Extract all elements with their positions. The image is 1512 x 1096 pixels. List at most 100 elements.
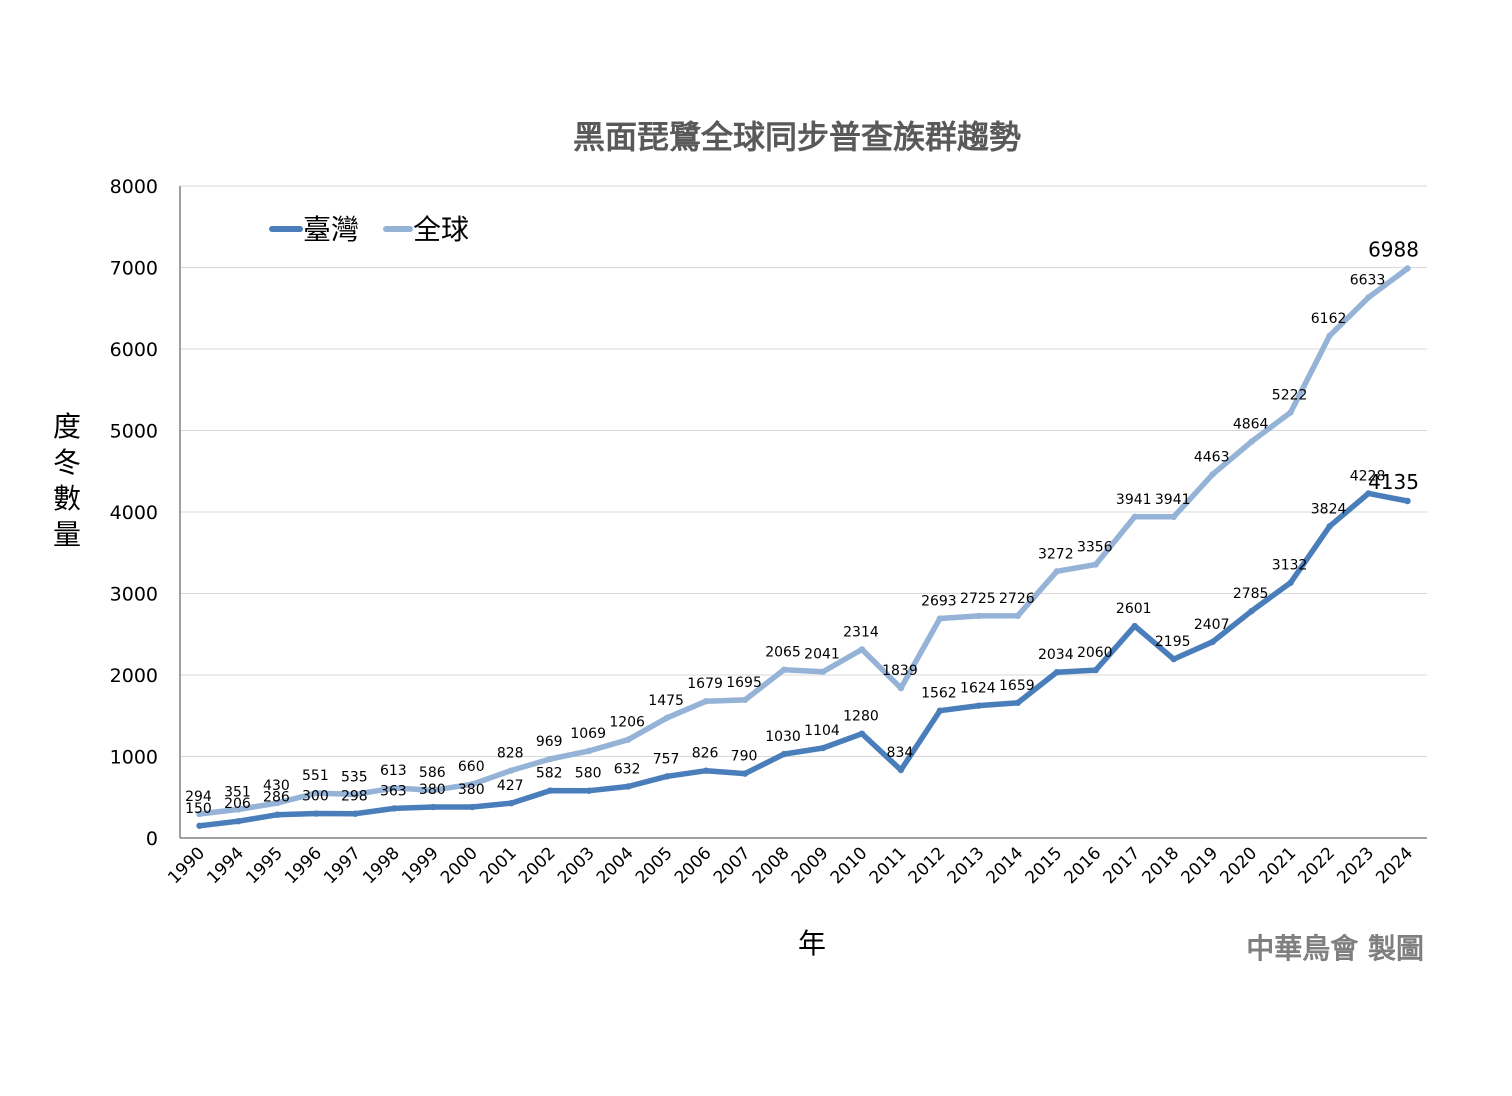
data-label: 4463 [1194, 449, 1230, 465]
x-tick-label: 1994 [203, 843, 248, 888]
data-point [391, 805, 398, 812]
y-tick-label: 0 [146, 828, 158, 850]
x-tick-label: 2001 [476, 843, 521, 888]
data-label: 790 [731, 749, 758, 765]
data-label: 551 [302, 768, 329, 784]
x-tick-label: 2004 [593, 843, 638, 888]
data-point [1365, 490, 1372, 497]
data-point [936, 707, 944, 714]
data-label: 430 [263, 778, 290, 794]
x-tick-label: 2000 [437, 843, 482, 888]
data-point [1404, 265, 1411, 272]
data-label: 1679 [687, 676, 723, 692]
legend-label-global: 全球 [413, 213, 469, 246]
data-point [430, 803, 437, 811]
data-point [1092, 561, 1099, 568]
series-line-taiwan [196, 490, 1411, 829]
legend-label-taiwan: 臺灣 [303, 213, 359, 246]
data-label: 6162 [1311, 311, 1347, 327]
data-label: 2314 [843, 624, 879, 640]
data-label: 1562 [921, 686, 957, 702]
x-tick-label: 1990 [164, 843, 209, 888]
data-label: 1695 [726, 675, 762, 691]
x-tick-label: 2011 [866, 843, 911, 888]
x-tick-label: 2018 [1139, 843, 1184, 888]
data-point [352, 810, 359, 817]
data-label: 2034 [1038, 647, 1074, 663]
data-point [274, 811, 281, 818]
data-point [897, 684, 905, 692]
y-tick-label: 7000 [110, 258, 158, 280]
x-tick-label: 2003 [554, 843, 599, 888]
x-tick-label: 2023 [1333, 843, 1378, 888]
data-point [1092, 666, 1099, 674]
data-point [1014, 699, 1022, 706]
y-tick-label: 3000 [110, 584, 158, 606]
y-tick-label: 8000 [110, 176, 158, 198]
data-point [1287, 409, 1294, 416]
data-label: 1030 [765, 729, 801, 745]
series-line-global [196, 265, 1411, 817]
x-tick-label: 2010 [827, 843, 872, 888]
x-tick-label: 2020 [1216, 843, 1261, 888]
data-label: 3824 [1311, 501, 1347, 517]
x-tick-label: 1997 [320, 843, 365, 888]
data-point [391, 784, 398, 792]
data-label: 380 [458, 782, 485, 798]
data-labels: 150 206 286 300 298 363 380 380 427 582 580 632 757 8… [185, 237, 1419, 816]
data-point [741, 770, 749, 777]
data-label: 2065 [765, 645, 801, 661]
data-point [702, 697, 710, 705]
data-label: 535 [341, 769, 368, 785]
data-label: 828 [497, 746, 524, 762]
data-label: 582 [536, 766, 563, 782]
y-tick-label: 5000 [110, 421, 158, 443]
data-point [975, 612, 983, 620]
data-point [1404, 497, 1411, 505]
data-point [663, 773, 671, 780]
y-axis-label: 度冬數量 [53, 410, 81, 551]
x-axis-label: 年 [798, 927, 826, 960]
x-tick-label: 2012 [905, 843, 950, 888]
data-label: 2785 [1233, 586, 1269, 602]
data-label: 6988 [1368, 237, 1419, 261]
data-point [469, 781, 476, 788]
data-point [469, 803, 476, 811]
data-point [508, 799, 515, 807]
data-point [702, 767, 710, 774]
data-point [858, 730, 866, 737]
data-label: 6633 [1350, 272, 1386, 288]
data-point [508, 767, 515, 774]
y-axis-title: 度冬數量 [53, 410, 81, 551]
data-point [274, 799, 281, 807]
data-point [585, 747, 593, 755]
data-point [196, 810, 203, 818]
x-tick-label: 2021 [1255, 843, 1300, 888]
data-point [196, 822, 203, 829]
data-point [780, 750, 788, 758]
data-label: 580 [575, 766, 602, 782]
data-point [352, 791, 359, 798]
data-point [547, 755, 554, 763]
data-label: 3356 [1077, 539, 1113, 555]
data-point [1287, 579, 1294, 586]
data-point [624, 736, 632, 743]
x-tick-label: 2007 [710, 843, 755, 888]
data-label: 586 [419, 765, 446, 781]
data-label: 1475 [648, 693, 684, 709]
data-label: 2693 [921, 594, 957, 610]
x-tick-label: 2005 [632, 843, 677, 888]
x-tick-label: 2016 [1061, 843, 1106, 888]
legend: 臺灣 全球 [269, 213, 469, 246]
data-label: 2726 [999, 591, 1035, 607]
data-label: 2407 [1194, 617, 1230, 633]
data-label: 380 [419, 782, 446, 798]
data-label: 969 [536, 734, 563, 750]
x-tick-label: 2022 [1294, 843, 1339, 888]
data-point [819, 744, 827, 752]
x-tick-label: 1995 [242, 843, 287, 888]
data-label: 834 [887, 745, 914, 761]
data-label: 757 [653, 751, 680, 767]
x-tick-label: 2014 [983, 843, 1028, 888]
